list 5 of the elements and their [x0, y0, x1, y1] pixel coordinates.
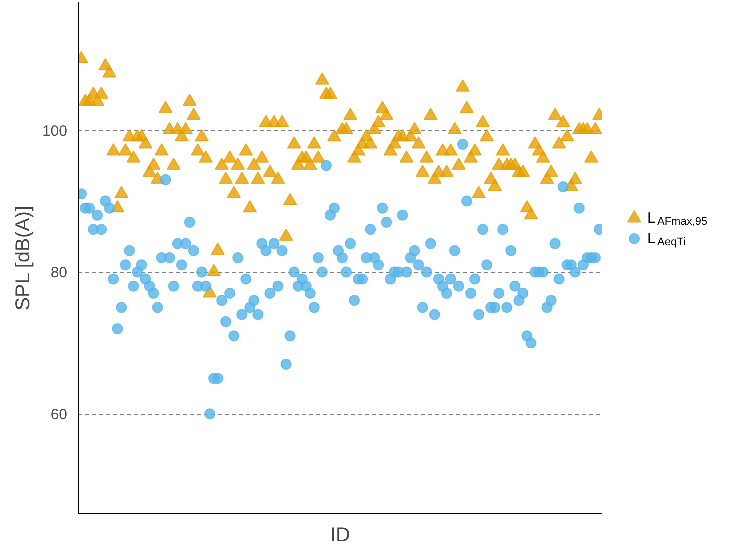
x-axis-title: ID	[330, 524, 350, 546]
y-tick-label: 100	[42, 122, 68, 140]
y-tick-label: 80	[50, 264, 68, 282]
y-axis-title: SPL [dB(A)]	[12, 206, 34, 311]
y-tick-label: 60	[50, 406, 68, 424]
